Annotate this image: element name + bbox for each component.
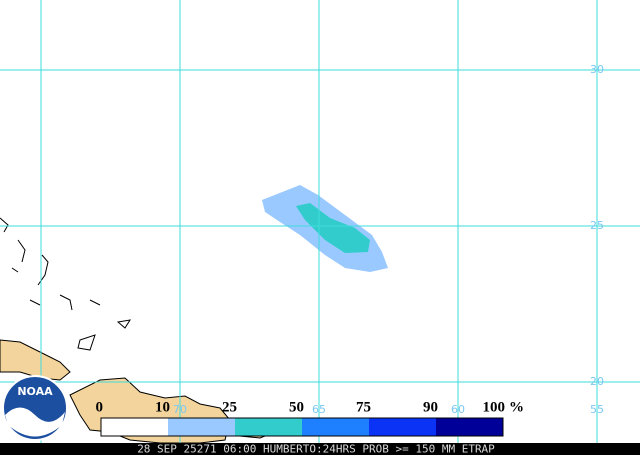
legend-unit: % xyxy=(509,399,524,415)
legend-swatch xyxy=(168,418,235,436)
legend-swatch xyxy=(302,418,369,436)
longitude-label: 65 xyxy=(312,403,326,416)
legend-label: 100 xyxy=(483,399,506,415)
legend-label: 90 xyxy=(423,399,438,415)
longitude-label: 55 xyxy=(590,403,604,416)
legend-label: 50 xyxy=(289,399,304,415)
legend-swatch xyxy=(101,418,168,436)
legend-swatch xyxy=(369,418,436,436)
legend-label: 0 xyxy=(96,399,104,415)
probability-area xyxy=(262,185,388,272)
islands xyxy=(0,217,132,351)
noaa-logo: NOAA xyxy=(2,375,68,441)
longitude-label: 70 xyxy=(173,403,187,416)
legend-label: 25 xyxy=(222,399,237,415)
legend-label: 10 xyxy=(155,399,170,415)
longitude-label: 60 xyxy=(451,403,465,416)
footer-bar xyxy=(0,443,640,455)
legend-swatch xyxy=(235,418,302,436)
legend-label: 75 xyxy=(356,399,371,415)
legend-swatch xyxy=(436,418,503,436)
logo-text: NOAA xyxy=(17,385,53,398)
footer-text: 28 SEP 25271 06:00 HUMBERTO:24HRS PROB >… xyxy=(137,443,495,455)
legend-frame xyxy=(100,417,504,437)
logo-wave xyxy=(5,407,65,437)
legend: 0 10 25 50 75 90 100% xyxy=(96,399,524,437)
